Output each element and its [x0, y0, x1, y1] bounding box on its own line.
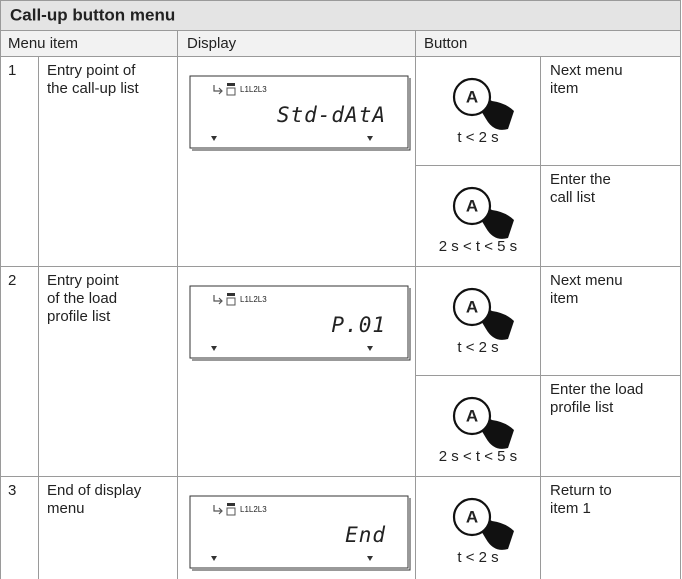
- lcd-icon: [226, 87, 236, 96]
- item-label: of the load: [47, 290, 117, 307]
- button-key: A: [466, 297, 478, 316]
- lcd-shadow: [192, 498, 411, 571]
- item-label: Entry point: [47, 272, 120, 289]
- button-icon: [452, 287, 492, 327]
- button-action: Enter the: [550, 171, 611, 188]
- lcd-icon: [227, 503, 235, 506]
- lcd-indicators: L1L2L3: [240, 505, 267, 514]
- lcd-shadow: [192, 288, 411, 361]
- button-icon: [452, 396, 492, 436]
- lcd-text: End: [345, 523, 386, 547]
- lcd-icon: [213, 295, 223, 305]
- lcd-indicators: L1L2L3: [240, 85, 267, 94]
- lcd-arrow: [367, 346, 373, 351]
- lcd-arrow: [211, 556, 217, 561]
- column-header: Display: [187, 35, 237, 52]
- item-number: 2: [8, 272, 16, 289]
- button-timing: t < 2 s: [457, 129, 498, 146]
- item-label: menu: [47, 500, 85, 517]
- item-label: profile list: [47, 308, 111, 325]
- lcd-icon: [226, 507, 236, 516]
- button-action: item: [550, 290, 578, 307]
- button-icon: [452, 77, 492, 117]
- title-bar: [0, 0, 681, 31]
- button-action: profile list: [550, 399, 614, 416]
- lcd-icon: [213, 85, 223, 95]
- column-header: Button: [424, 35, 467, 52]
- button-icon: [452, 186, 492, 226]
- lcd-text: P.01: [331, 313, 386, 337]
- lcd-icon: [227, 83, 235, 86]
- button-timing: t < 2 s: [457, 549, 498, 566]
- button-icon: [452, 497, 492, 537]
- button-key: A: [466, 196, 478, 215]
- button-action: Return to: [550, 482, 612, 499]
- table-title: Call-up button menu: [10, 5, 175, 24]
- item-label: the call-up list: [47, 80, 140, 97]
- button-action: Next menu: [550, 272, 623, 289]
- lcd-arrow: [367, 556, 373, 561]
- lcd-text: Std-dAtA: [277, 103, 386, 127]
- button-action: Enter the load: [550, 381, 643, 398]
- button-action: item 1: [550, 500, 591, 517]
- button-action: Next menu: [550, 62, 623, 79]
- lcd-icon: [213, 505, 223, 515]
- button-key: A: [466, 507, 478, 526]
- lcd-shadow: [192, 78, 411, 151]
- button-action: call list: [550, 189, 596, 206]
- lcd-icon: [227, 293, 235, 296]
- lcd-arrow: [211, 346, 217, 351]
- item-label: Entry point of: [47, 62, 136, 79]
- button-key: A: [466, 87, 478, 106]
- lcd-icon: [226, 297, 236, 306]
- item-number: 1: [8, 62, 16, 79]
- button-timing: 2 s < t < 5 s: [439, 238, 517, 255]
- item-number: 3: [8, 482, 16, 499]
- button-timing: 2 s < t < 5 s: [439, 448, 517, 465]
- lcd-arrow: [367, 136, 373, 141]
- column-header: Menu item: [8, 35, 78, 52]
- item-label: End of display: [47, 482, 142, 499]
- button-timing: t < 2 s: [457, 339, 498, 356]
- button-action: item: [550, 80, 578, 97]
- header-bar: [0, 30, 681, 57]
- lcd-arrow: [211, 136, 217, 141]
- button-key: A: [466, 406, 478, 425]
- lcd-indicators: L1L2L3: [240, 295, 267, 304]
